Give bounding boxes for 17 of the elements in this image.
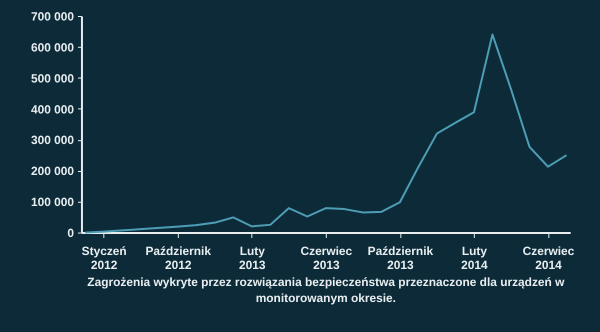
x-tick-label: Luty 2013 [239, 244, 266, 272]
y-tick-label: 400 000 [30, 102, 74, 116]
line-series [84, 34, 568, 234]
y-tick-label: 0 [67, 226, 74, 240]
x-tick-label: Czerwiec 2013 [300, 244, 353, 272]
y-tick-label: 100 000 [30, 195, 74, 210]
y-tick-label: 300 000 [30, 133, 74, 148]
x-tick-label: Styczeń 2012 [82, 244, 127, 272]
y-tick-label: 200 000 [30, 164, 74, 178]
x-tick-label: Czerwiec 2014 [522, 244, 575, 272]
x-tick-label: Październik 2013 [368, 244, 434, 272]
y-tick-label: 700 000 [30, 9, 74, 24]
x-tick-label: Październik 2012 [145, 244, 212, 272]
y-tick-label: 600 000 [30, 40, 74, 54]
y-tick-label: 500 000 [30, 71, 74, 86]
text: Zagrożenia wykryte przez rozwiązania bezpieczeństwa przeznaczone dla urządzeń w monitorowanym okresie. [87, 275, 566, 306]
x-tick-label: Luty 2014 [461, 244, 488, 272]
